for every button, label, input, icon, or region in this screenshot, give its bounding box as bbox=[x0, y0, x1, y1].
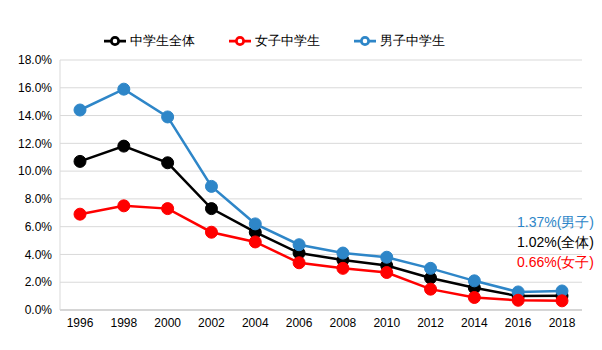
svg-text:18.0%: 18.0% bbox=[18, 53, 52, 67]
svg-text:2010: 2010 bbox=[373, 316, 400, 330]
svg-text:2014: 2014 bbox=[461, 316, 488, 330]
svg-text:10.0%: 10.0% bbox=[18, 164, 52, 178]
svg-text:2008: 2008 bbox=[330, 316, 357, 330]
svg-text:2.0%: 2.0% bbox=[25, 275, 53, 289]
svg-text:2004: 2004 bbox=[242, 316, 269, 330]
svg-text:8.0%: 8.0% bbox=[25, 192, 53, 206]
html-text:女子中学生: 女子中学生 bbox=[254, 33, 320, 49]
svg-text:14.0%: 14.0% bbox=[18, 109, 52, 123]
svg-text:2018: 2018 bbox=[549, 316, 576, 330]
svg-text:0.0%: 0.0% bbox=[25, 303, 53, 317]
html-text:0.66%(女子): 0.66%(女子) bbox=[517, 254, 594, 270]
html-text:1.37%(男子): 1.37%(男子) bbox=[517, 214, 594, 230]
svg-text:2012: 2012 bbox=[417, 316, 444, 330]
svg-text:1998: 1998 bbox=[110, 316, 137, 330]
svg-text:2002: 2002 bbox=[198, 316, 225, 330]
svg-text:16.0%: 16.0% bbox=[18, 81, 52, 95]
html-text:男子中学生: 男子中学生 bbox=[379, 33, 445, 49]
svg-text:2006: 2006 bbox=[286, 316, 313, 330]
svg-text:12.0%: 12.0% bbox=[18, 137, 52, 151]
svg-text:4.0%: 4.0% bbox=[25, 248, 53, 262]
svg-text:2000: 2000 bbox=[154, 316, 181, 330]
svg-text:6.0%: 6.0% bbox=[25, 220, 53, 234]
html-text:1.02%(全体): 1.02%(全体) bbox=[517, 234, 594, 250]
svg-text:2016: 2016 bbox=[505, 316, 532, 330]
html-text:中学生全体: 中学生全体 bbox=[129, 33, 195, 49]
svg-text:1996: 1996 bbox=[67, 316, 94, 330]
